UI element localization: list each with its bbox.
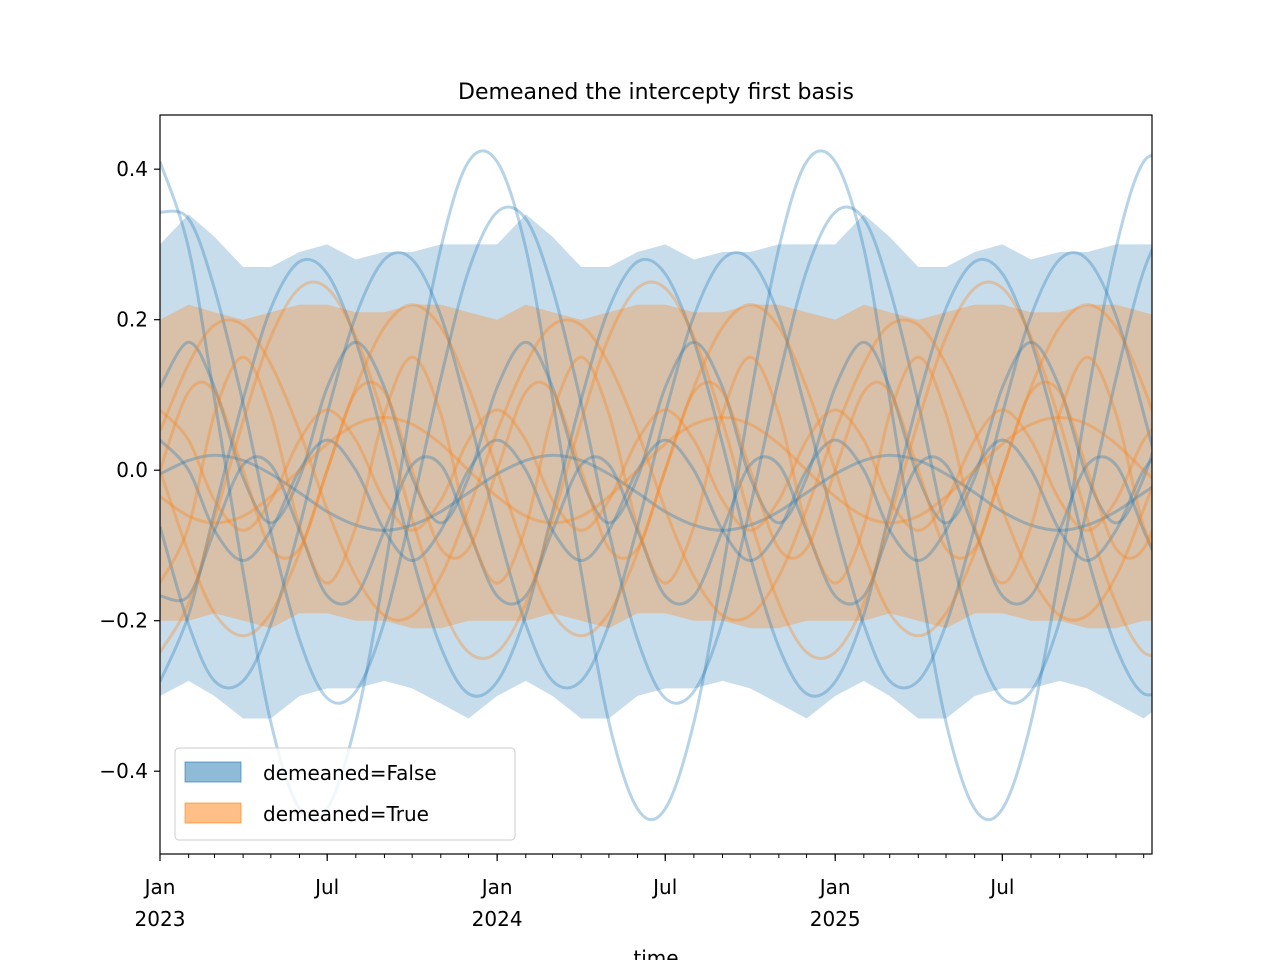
x-tick-year-label: 2024 [472, 907, 523, 931]
legend-label-demeaned-true: demeaned=True [263, 802, 429, 826]
chart-title: Demeaned the intercepty first basis [458, 80, 854, 105]
y-tick-label: 0.0 [116, 458, 148, 482]
x-tick-label: Jul [651, 875, 677, 899]
legend: demeaned=False demeaned=True [174, 747, 516, 841]
x-tick-label: Jul [988, 875, 1014, 899]
y-tick-label: −0.4 [99, 759, 148, 783]
series-line-2 [160, 205, 1152, 705]
series-line-11 [160, 318, 1152, 622]
series-line-13 [160, 408, 1152, 532]
series-line-15 [160, 355, 1152, 585]
legend-label-demeaned-false: demeaned=False [263, 761, 437, 785]
y-tick-label: 0.2 [116, 308, 148, 332]
x-tick-label: Jan [818, 875, 851, 899]
band-demeaned-false [160, 214, 1152, 719]
series-line-8 [160, 438, 1152, 563]
series-line-9 [160, 280, 1152, 660]
legend-box [174, 747, 516, 841]
series-line-3 [160, 257, 1152, 698]
x-tick-label: Jan [143, 875, 176, 899]
y-tick-label: 0.4 [116, 157, 148, 181]
y-axis: 0.4 0.2 0.0 −0.2 −0.4 [99, 157, 160, 783]
series-line-12 [160, 380, 1152, 560]
legend-swatch-demeaned-false [184, 761, 242, 783]
series-line-5 [160, 340, 1152, 525]
x-tick-year-label: 2025 [810, 907, 861, 931]
axes-frame [159, 114, 1153, 855]
series-line-7 [160, 453, 1152, 532]
band-demeaned-true [160, 304, 1152, 629]
plot-area [160, 149, 1152, 822]
series-line-10 [160, 303, 1152, 638]
bands [160, 214, 1152, 719]
x-axis: Jan 2023 Jul Jan 2024 Jul Jan 2025 Jul [135, 854, 1145, 931]
x-axis-label: time [633, 946, 678, 960]
series-line-6 [160, 455, 1152, 606]
x-tick-label: Jan [480, 875, 513, 899]
y-tick-label: −0.2 [99, 609, 148, 633]
series-line-14 [160, 415, 1152, 525]
series-lines [160, 149, 1152, 822]
series-line-4 [160, 250, 1152, 690]
legend-swatch-demeaned-true [184, 802, 242, 824]
x-tick-year-label: 2023 [135, 907, 186, 931]
x-tick-label: Jul [313, 875, 339, 899]
